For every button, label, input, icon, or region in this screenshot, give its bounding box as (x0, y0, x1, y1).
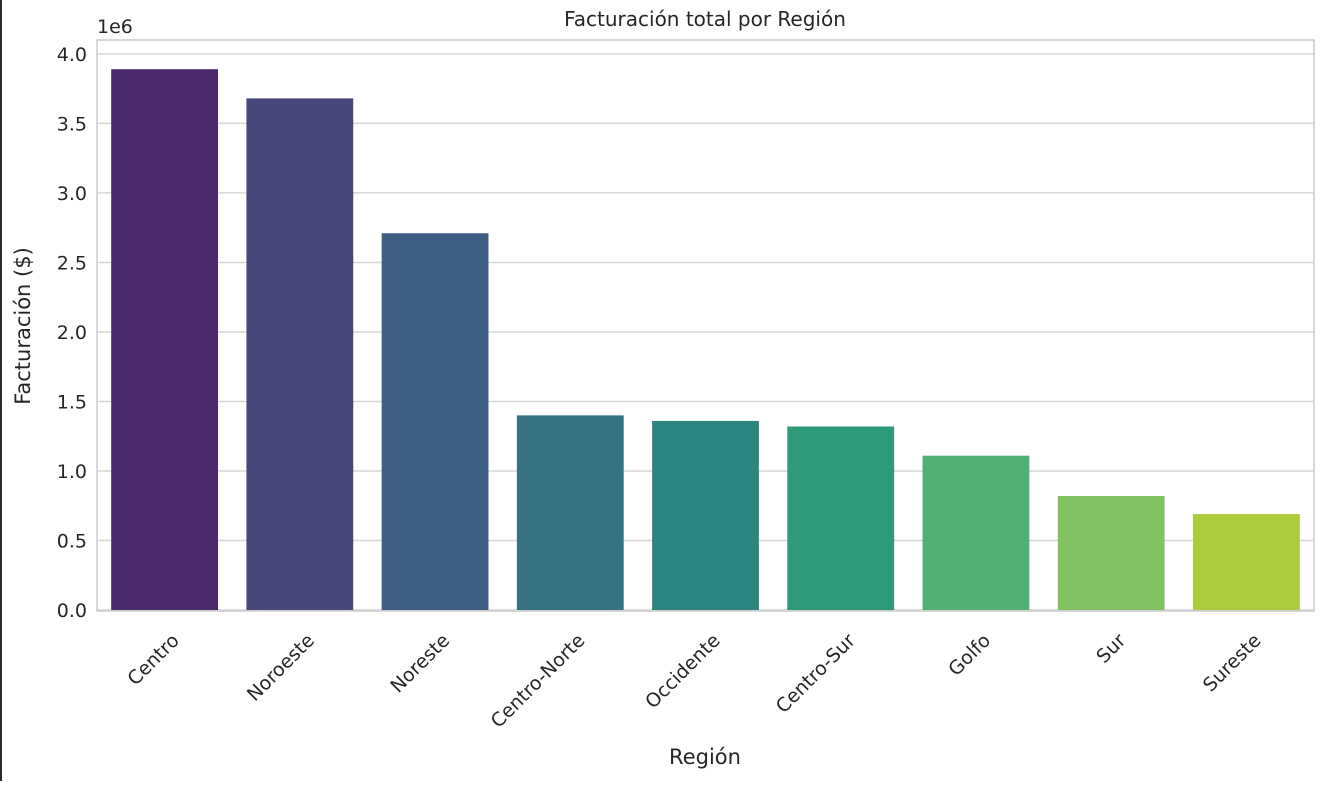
bar-centro-norte (516, 415, 624, 610)
bar-noroeste (246, 98, 354, 610)
y-tick-label: 2.0 (57, 322, 87, 344)
x-tick-labels: Centro Noroeste Noreste Centro-Norte Occiden… (123, 629, 1265, 732)
bars (111, 69, 1300, 610)
figure-left-border (0, 0, 2, 781)
bar-centro-sur (787, 426, 895, 610)
bar-sureste (1192, 514, 1300, 610)
y-axis-offset-label: 1e6 (97, 16, 133, 38)
bar-golfo (922, 455, 1030, 610)
x-tick-label: Centro-Norte (487, 630, 590, 733)
bar-sur (1057, 496, 1165, 610)
y-tick-labels: 0.0 0.5 1.0 1.5 2.0 2.5 3.0 3.5 4.0 (57, 44, 87, 622)
y-tick-label: 4.0 (57, 44, 87, 66)
y-tick-label: 1.0 (57, 461, 87, 483)
bar-centro (111, 69, 219, 610)
chart-title: Facturación total por Región (564, 7, 846, 31)
y-tick-label: 1.5 (57, 391, 87, 413)
x-axis-label: Región (669, 745, 741, 769)
bar-occidente (652, 420, 759, 610)
x-tick-label: Golfo (944, 630, 995, 681)
x-tick-label: Centro (123, 630, 183, 690)
y-tick-label: 2.5 (57, 252, 87, 274)
bar-noreste (381, 233, 489, 610)
y-tick-label: 3.0 (57, 183, 87, 205)
y-tick-label: 0.5 (57, 530, 87, 552)
x-tick-label: Sur (1092, 629, 1130, 667)
y-axis-label: Facturación ($) (11, 247, 35, 405)
y-tick-label: 0.0 (57, 600, 87, 622)
y-tick-label: 3.5 (57, 113, 87, 135)
x-tick-label: Occidente (641, 630, 724, 713)
plot-frame (96, 39, 1315, 612)
x-tick-label: Sureste (1199, 630, 1266, 697)
x-tick-label: Noroeste (243, 630, 319, 706)
x-tick-label: Centro-Sur (772, 629, 860, 717)
x-tick-label: Noreste (386, 630, 454, 698)
